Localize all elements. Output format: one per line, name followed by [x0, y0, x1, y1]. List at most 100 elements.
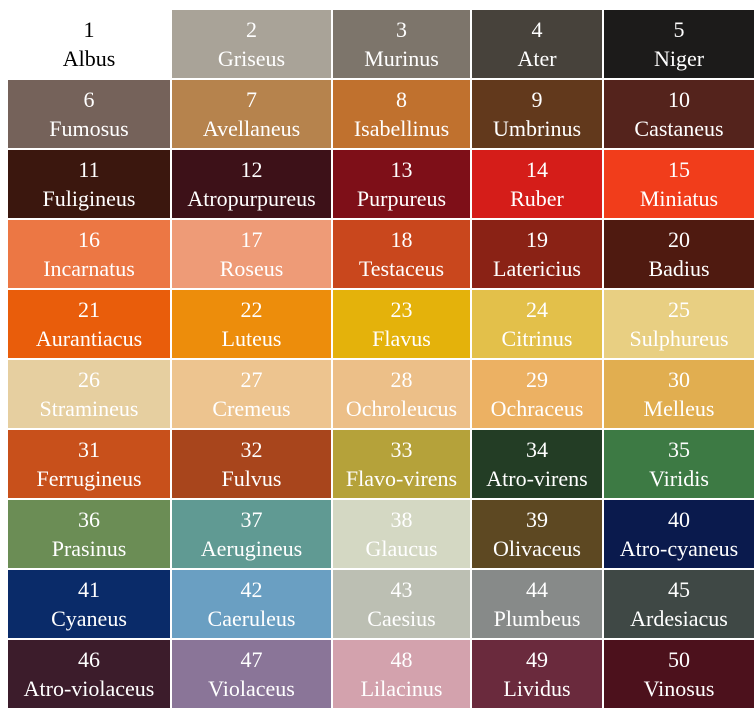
swatch-number: 26	[78, 367, 100, 392]
swatch-34: 34 Atro-virens	[472, 430, 602, 498]
swatch-number: 25	[668, 297, 690, 322]
swatch-number: 47	[240, 647, 263, 672]
swatch-name: Niger	[653, 46, 705, 71]
swatch-5: 5 Niger	[604, 10, 754, 78]
swatch-17: 17 Roseus	[172, 220, 331, 288]
swatch-50: 50 Vinosus	[604, 640, 754, 708]
swatch-28: 28 Ochroleucus	[333, 360, 470, 428]
swatch-9: 9 Umbrinus	[472, 80, 602, 148]
swatch-number: 45	[668, 577, 690, 602]
swatch-number: 21	[78, 297, 100, 322]
swatch-name: Umbrinus	[493, 116, 581, 141]
swatch-13: 13 Purpureus	[333, 150, 470, 218]
swatch-name: Luteus	[221, 326, 282, 351]
swatch-number: 4	[531, 17, 543, 42]
swatch-name: Purpureus	[356, 186, 447, 211]
swatch-1: 1 Albus	[8, 10, 170, 78]
swatch-number: 43	[390, 577, 413, 602]
swatch-name: Roseus	[219, 256, 284, 281]
swatch-name: Olivaceus	[493, 536, 581, 561]
swatch-number: 29	[526, 367, 548, 392]
swatch-number: 40	[668, 507, 690, 532]
swatch-number: 37	[240, 507, 263, 532]
swatch-name: Caeruleus	[207, 606, 296, 631]
swatch-name: Cremeus	[212, 396, 291, 421]
swatch-14: 14 Ruber	[472, 150, 602, 218]
swatch-name: Prasinus	[51, 536, 127, 561]
swatch-name: Isabellinus	[353, 116, 450, 141]
swatch-number: 3	[396, 17, 407, 42]
swatch-16: 16 Incarnatus	[8, 220, 170, 288]
swatch-3: 3 Murinus	[333, 10, 470, 78]
swatch-number: 10	[668, 87, 690, 112]
swatch-name: Castaneus	[634, 116, 724, 141]
swatch-name: Avellaneus	[202, 116, 301, 141]
swatch-43: 43 Caesius	[333, 570, 470, 638]
swatch-name: Violaceus	[208, 676, 295, 701]
swatch-name: Flavo-virens	[345, 466, 458, 491]
swatch-name: Ochraceus	[490, 396, 584, 421]
swatch-36: 36 Prasinus	[8, 500, 170, 568]
swatch-name: Atro-violaceus	[23, 676, 155, 701]
swatch-number: 19	[526, 227, 548, 252]
swatch-number: 31	[78, 437, 100, 462]
swatch-name: Viridis	[649, 466, 709, 491]
swatch-number: 50	[668, 647, 690, 672]
swatch-39: 39 Olivaceus	[472, 500, 602, 568]
swatch-number: 38	[390, 507, 413, 532]
swatch-number: 35	[668, 437, 690, 462]
swatch-4: 4 Ater	[472, 10, 602, 78]
swatch-number: 39	[526, 507, 548, 532]
swatch-21: 21 Aurantiacus	[8, 290, 170, 358]
swatch-name: Lividus	[503, 676, 571, 701]
color-swatch-grid: 1 Albus 2 Griseus 3 Murinus 4 Ater 5 Niger 6 F…	[8, 10, 754, 710]
swatch-26: 26 Stramineus	[8, 360, 170, 428]
swatch-number: 34	[526, 437, 548, 462]
swatch-name: Badius	[648, 256, 710, 281]
swatch-31: 31 Ferrugineus	[8, 430, 170, 498]
swatch-41: 41 Cyaneus	[8, 570, 170, 638]
swatch-name: Aerugineus	[200, 536, 303, 561]
swatch-number: 42	[240, 577, 263, 602]
swatch-44: 44 Plumbeus	[472, 570, 602, 638]
swatch-number: 12	[240, 157, 263, 182]
swatch-number: 49	[526, 647, 548, 672]
swatch-number: 5	[673, 17, 685, 42]
swatch-40: 40 Atro-cyaneus	[604, 500, 754, 568]
swatch-23: 23 Flavus	[333, 290, 470, 358]
swatch-number: 18	[390, 227, 413, 252]
swatch-name: Plumbeus	[493, 606, 581, 631]
swatch-name: Caesius	[367, 606, 436, 631]
swatch-45: 45 Ardesiacus	[604, 570, 754, 638]
swatch-number: 2	[246, 17, 257, 42]
swatch-name: Lilacinus	[360, 676, 443, 701]
swatch-number: 11	[78, 157, 100, 182]
swatch-name: Ardesiacus	[630, 606, 728, 631]
swatch-name: Atropurpureus	[187, 186, 316, 211]
swatch-name: Fuligineus	[42, 186, 136, 211]
swatch-name: Ater	[517, 46, 557, 71]
swatch-number: 44	[526, 577, 548, 602]
swatch-number: 16	[78, 227, 100, 252]
swatch-6: 6 Fumosus	[8, 80, 170, 148]
swatch-46: 46 Atro-violaceus	[8, 640, 170, 708]
swatch-name: Sulphureus	[629, 326, 729, 351]
swatch-name: Latericius	[493, 256, 581, 281]
swatch-number: 36	[78, 507, 100, 532]
swatch-number: 13	[390, 157, 413, 182]
swatch-name: Aurantiacus	[35, 326, 143, 351]
swatch-number: 24	[526, 297, 548, 322]
swatch-name: Ochroleucus	[345, 396, 458, 421]
swatch-48: 48 Lilacinus	[333, 640, 470, 708]
swatch-number: 7	[246, 87, 257, 112]
swatch-10: 10 Castaneus	[604, 80, 754, 148]
swatch-name: Griseus	[217, 46, 286, 71]
swatch-number: 46	[78, 647, 100, 672]
swatch-name: Miniatus	[639, 186, 719, 211]
swatch-number: 8	[396, 87, 407, 112]
swatch-25: 25 Sulphureus	[604, 290, 754, 358]
swatch-37: 37 Aerugineus	[172, 500, 331, 568]
swatch-name: Vinosus	[643, 676, 715, 701]
swatch-number: 27	[240, 367, 263, 392]
swatch-30: 30 Melleus	[604, 360, 754, 428]
